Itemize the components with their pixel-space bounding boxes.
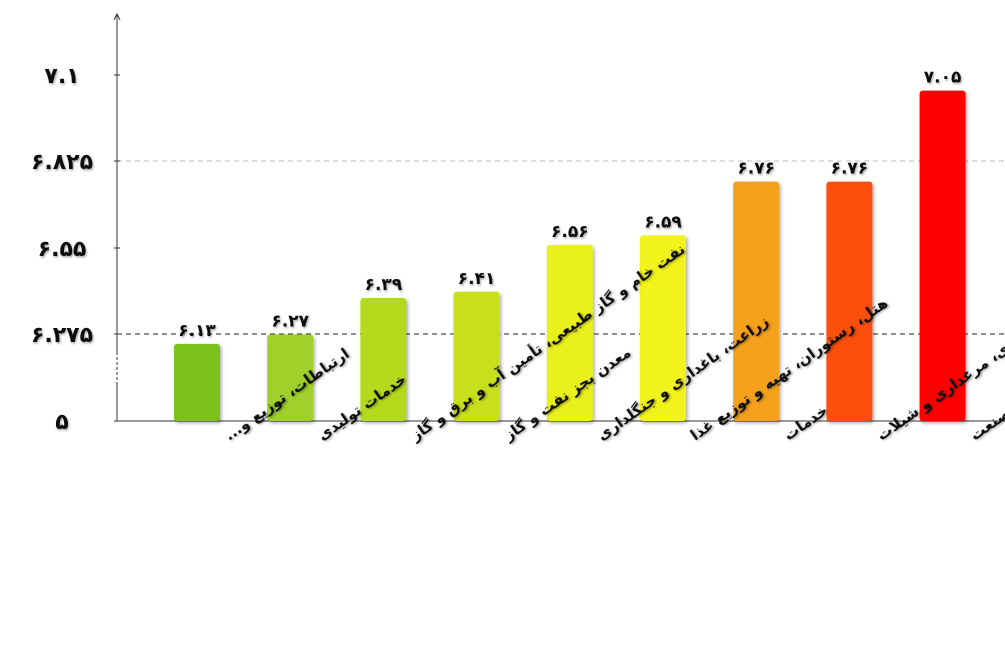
data-label: ۶.۲۷ [271, 311, 309, 331]
data-label: ۶.۵۶ [551, 222, 589, 242]
bars [174, 90, 966, 422]
y-tick-label: ۵ [55, 410, 68, 435]
x-category-label: صنعت [967, 404, 1005, 445]
data-label: ۷.۰۵ [924, 68, 962, 88]
bar [174, 343, 220, 421]
bar [826, 181, 873, 421]
data-label: ۶.۵۹ [644, 212, 682, 232]
data-label: ۶.۷۶ [737, 159, 775, 179]
data-labels: ۶.۱۳ ۶.۲۷ ۶.۳۹ ۶.۴۱ ۶.۵۶ ۶.۵۹ ۶.۷۶ ۶.۷۶ ۷.۰۵ [178, 68, 961, 341]
data-label: ۶.۷۶ [831, 159, 869, 179]
data-label: ۶.۴۱ [458, 269, 496, 289]
bar [267, 334, 314, 421]
bar [360, 298, 407, 421]
y-tick-label: ۷.۱ [44, 64, 79, 89]
data-label: ۶.۱۳ [178, 321, 216, 341]
y-axis-arrow [113, 12, 121, 21]
y-tick-label: ۶.۵۵ [38, 237, 87, 262]
data-label: ۶.۳۹ [365, 275, 403, 295]
bar [640, 235, 686, 421]
y-tick-label: ۶.۸۲۵ [31, 150, 93, 175]
bar [919, 90, 966, 422]
x-category-label: خدمات [780, 401, 831, 444]
y-tick-label: ۶.۲۷۵ [31, 323, 93, 348]
bar [733, 181, 780, 421]
bar [453, 291, 500, 421]
y-tick-labels: ۵ ۶.۲۷۵ ۶.۵۵ ۶.۸۲۵ ۷.۱ [31, 64, 93, 435]
bar [546, 244, 593, 421]
